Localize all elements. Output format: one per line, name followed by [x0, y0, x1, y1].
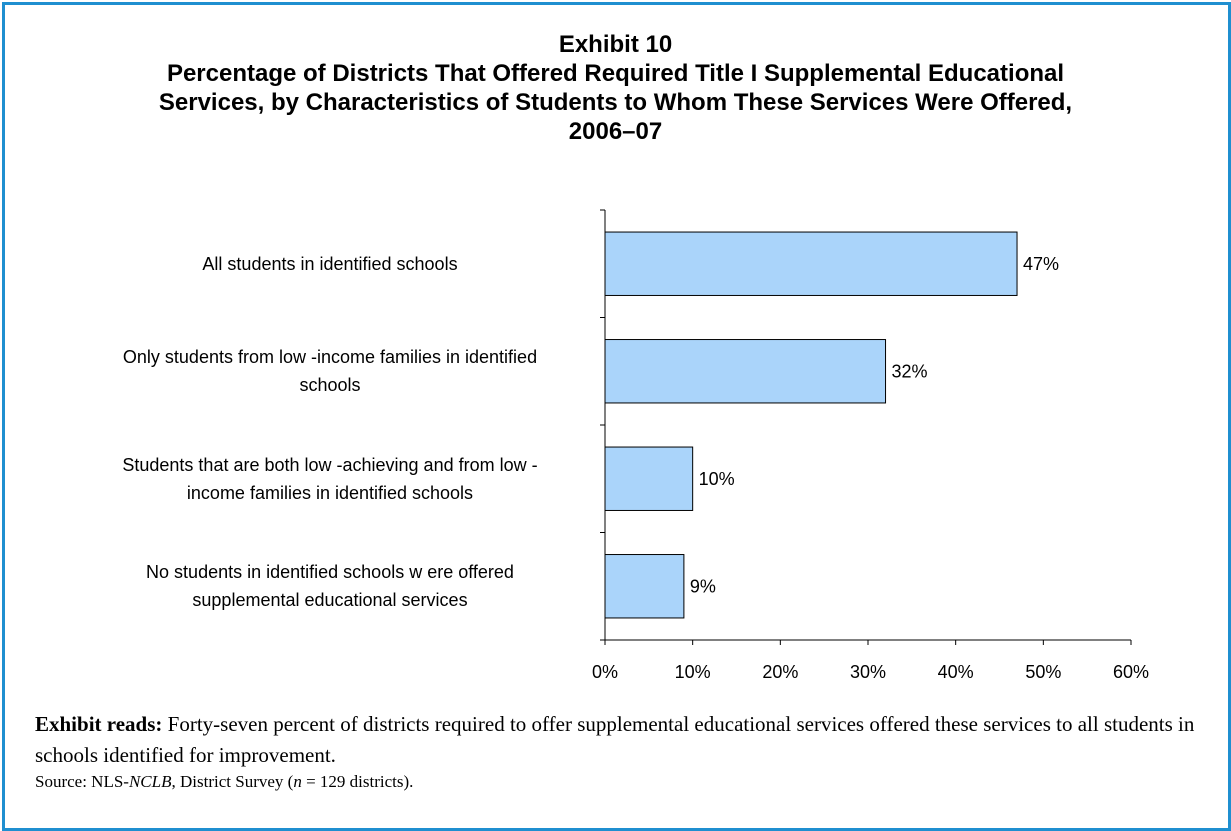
x-tick-label-4: 40%	[938, 662, 974, 682]
source-note: Source: NLS-NCLB, District Survey (n = 1…	[35, 771, 1195, 793]
category-label-3-line-0: No students in identified schools w ere …	[146, 562, 514, 583]
x-tick-label-5: 50%	[1025, 662, 1061, 682]
bar-2	[604, 446, 694, 511]
chart-title-line-1: Percentage of Districts That Offered Req…	[166, 60, 1065, 87]
bar-0	[604, 231, 1018, 296]
category-label-3: No students in identified schools w ere …	[70, 558, 590, 614]
data-label-2: 10%	[699, 469, 735, 489]
source-middle: , District Survey (	[171, 772, 294, 791]
x-tick-label-0: 0%	[592, 662, 618, 682]
x-tick-label-6: 60%	[1113, 662, 1149, 682]
source-italic: NCLB	[128, 772, 172, 791]
exhibit-reads-note: Exhibit reads: Forty-seven percent of di…	[35, 709, 1195, 771]
category-label-2-line-0: Students that are both low -achieving an…	[122, 454, 538, 475]
bar-1	[604, 339, 887, 404]
exhibit-label: Exhibit 10	[558, 31, 673, 58]
category-label-1-line-1: schools	[299, 375, 361, 396]
source-suffix: = 129 districts).	[301, 772, 414, 791]
x-tick-label-1: 10%	[675, 662, 711, 682]
chart-title-line-3: 2006–07	[568, 118, 663, 145]
data-label-1: 32%	[892, 361, 928, 381]
data-label-0: 47%	[1023, 254, 1059, 274]
source-prefix: Source: NLS-	[35, 772, 129, 791]
x-tick-label-2: 20%	[762, 662, 798, 682]
category-label-0-line-0: All students in identified schools	[202, 253, 458, 274]
exhibit-reads-lead: Exhibit reads:	[35, 712, 163, 736]
x-tick-label-3: 30%	[850, 662, 886, 682]
category-label-1-line-0: Only students from low -income families …	[122, 347, 538, 368]
category-label-2-line-1: income families in identified schools	[186, 482, 474, 503]
category-label-3-line-1: supplemental educational services	[192, 590, 468, 611]
category-label-2: Students that are both low -achieving an…	[70, 451, 590, 507]
category-label-0: All students in identified schools	[70, 250, 590, 278]
bar-3	[604, 554, 685, 619]
source-n: n	[293, 772, 302, 791]
chart-title-block: Exhibit 10 Percentage of Districts That …	[0, 30, 1231, 146]
data-label-3: 9%	[690, 576, 716, 596]
exhibit-reads-text: Forty-seven percent of districts require…	[35, 712, 1195, 767]
category-label-1: Only students from low -income families …	[70, 343, 590, 399]
chart-title-line-2: Services, by Characteristics of Students…	[158, 89, 1073, 116]
